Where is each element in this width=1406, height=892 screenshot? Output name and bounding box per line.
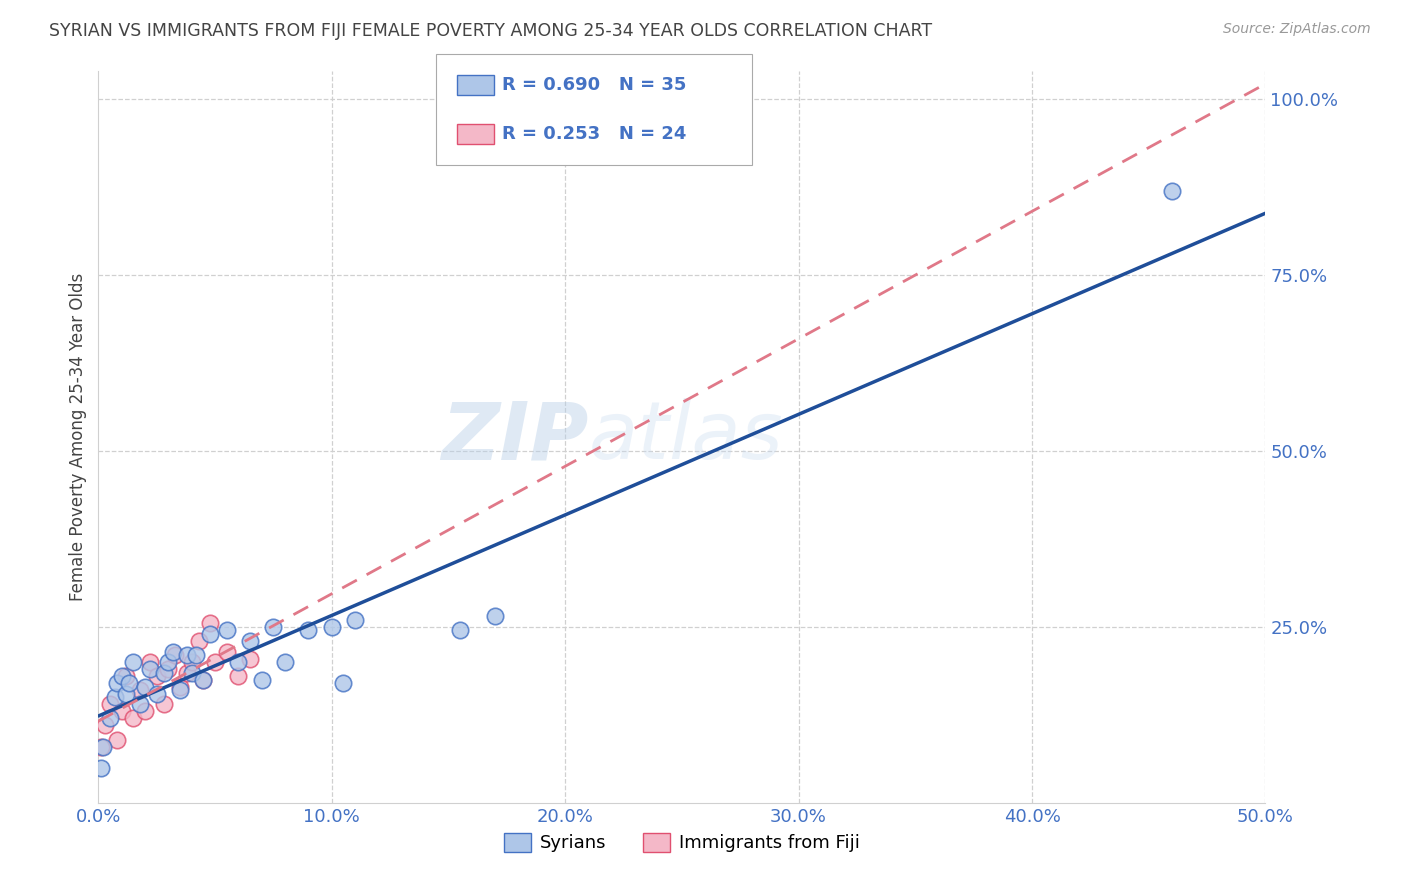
Point xyxy=(111,705,134,719)
Point xyxy=(129,698,152,712)
Point xyxy=(262,620,284,634)
Point xyxy=(297,624,319,638)
Point xyxy=(105,732,128,747)
Point xyxy=(228,655,250,669)
Point xyxy=(162,644,184,658)
Point xyxy=(449,624,471,638)
Point xyxy=(157,662,180,676)
Point xyxy=(186,648,208,662)
Point xyxy=(134,705,156,719)
Point xyxy=(169,683,191,698)
Point xyxy=(187,634,209,648)
Point xyxy=(321,620,343,634)
Point xyxy=(176,665,198,680)
Point xyxy=(239,651,262,665)
Point xyxy=(105,676,128,690)
Point xyxy=(111,669,134,683)
Y-axis label: Female Poverty Among 25-34 Year Olds: Female Poverty Among 25-34 Year Olds xyxy=(69,273,87,601)
Point xyxy=(332,676,354,690)
Point xyxy=(215,644,238,658)
Point xyxy=(91,739,114,754)
Text: R = 0.253   N = 24: R = 0.253 N = 24 xyxy=(502,125,686,143)
Point xyxy=(98,698,121,712)
Point xyxy=(129,683,152,698)
Point xyxy=(104,690,127,705)
Point xyxy=(139,662,162,676)
Point xyxy=(228,669,250,683)
Point xyxy=(115,669,138,683)
Point xyxy=(193,673,215,687)
Text: SYRIAN VS IMMIGRANTS FROM FIJI FEMALE POVERTY AMONG 25-34 YEAR OLDS CORRELATION : SYRIAN VS IMMIGRANTS FROM FIJI FEMALE PO… xyxy=(49,22,932,40)
Point xyxy=(134,680,156,694)
Point xyxy=(90,761,112,775)
Point xyxy=(1161,184,1184,198)
Point xyxy=(152,665,174,680)
Legend: Syrians, Immigrants from Fiji: Syrians, Immigrants from Fiji xyxy=(496,826,868,860)
Point xyxy=(176,648,198,662)
Point xyxy=(344,613,367,627)
Point xyxy=(180,655,202,669)
Text: R = 0.690   N = 35: R = 0.690 N = 35 xyxy=(502,76,686,94)
Point xyxy=(139,655,162,669)
Text: ZIP: ZIP xyxy=(441,398,589,476)
Point xyxy=(94,718,117,732)
Point xyxy=(169,680,191,694)
Point xyxy=(165,648,187,662)
Point xyxy=(274,655,297,669)
Point xyxy=(122,711,145,725)
Point xyxy=(215,624,238,638)
Point xyxy=(90,739,112,754)
Text: Source: ZipAtlas.com: Source: ZipAtlas.com xyxy=(1223,22,1371,37)
Point xyxy=(152,698,174,712)
Point xyxy=(180,665,202,680)
Point xyxy=(193,673,215,687)
Text: atlas: atlas xyxy=(589,398,783,476)
Point xyxy=(146,687,169,701)
Point xyxy=(98,711,121,725)
Point xyxy=(484,609,506,624)
Point xyxy=(118,676,141,690)
Point xyxy=(200,616,222,631)
Point xyxy=(250,673,273,687)
Point xyxy=(200,627,222,641)
Point xyxy=(157,655,180,669)
Point xyxy=(204,655,226,669)
Point xyxy=(146,669,169,683)
Point xyxy=(115,687,138,701)
Point xyxy=(122,655,145,669)
Point xyxy=(239,634,262,648)
